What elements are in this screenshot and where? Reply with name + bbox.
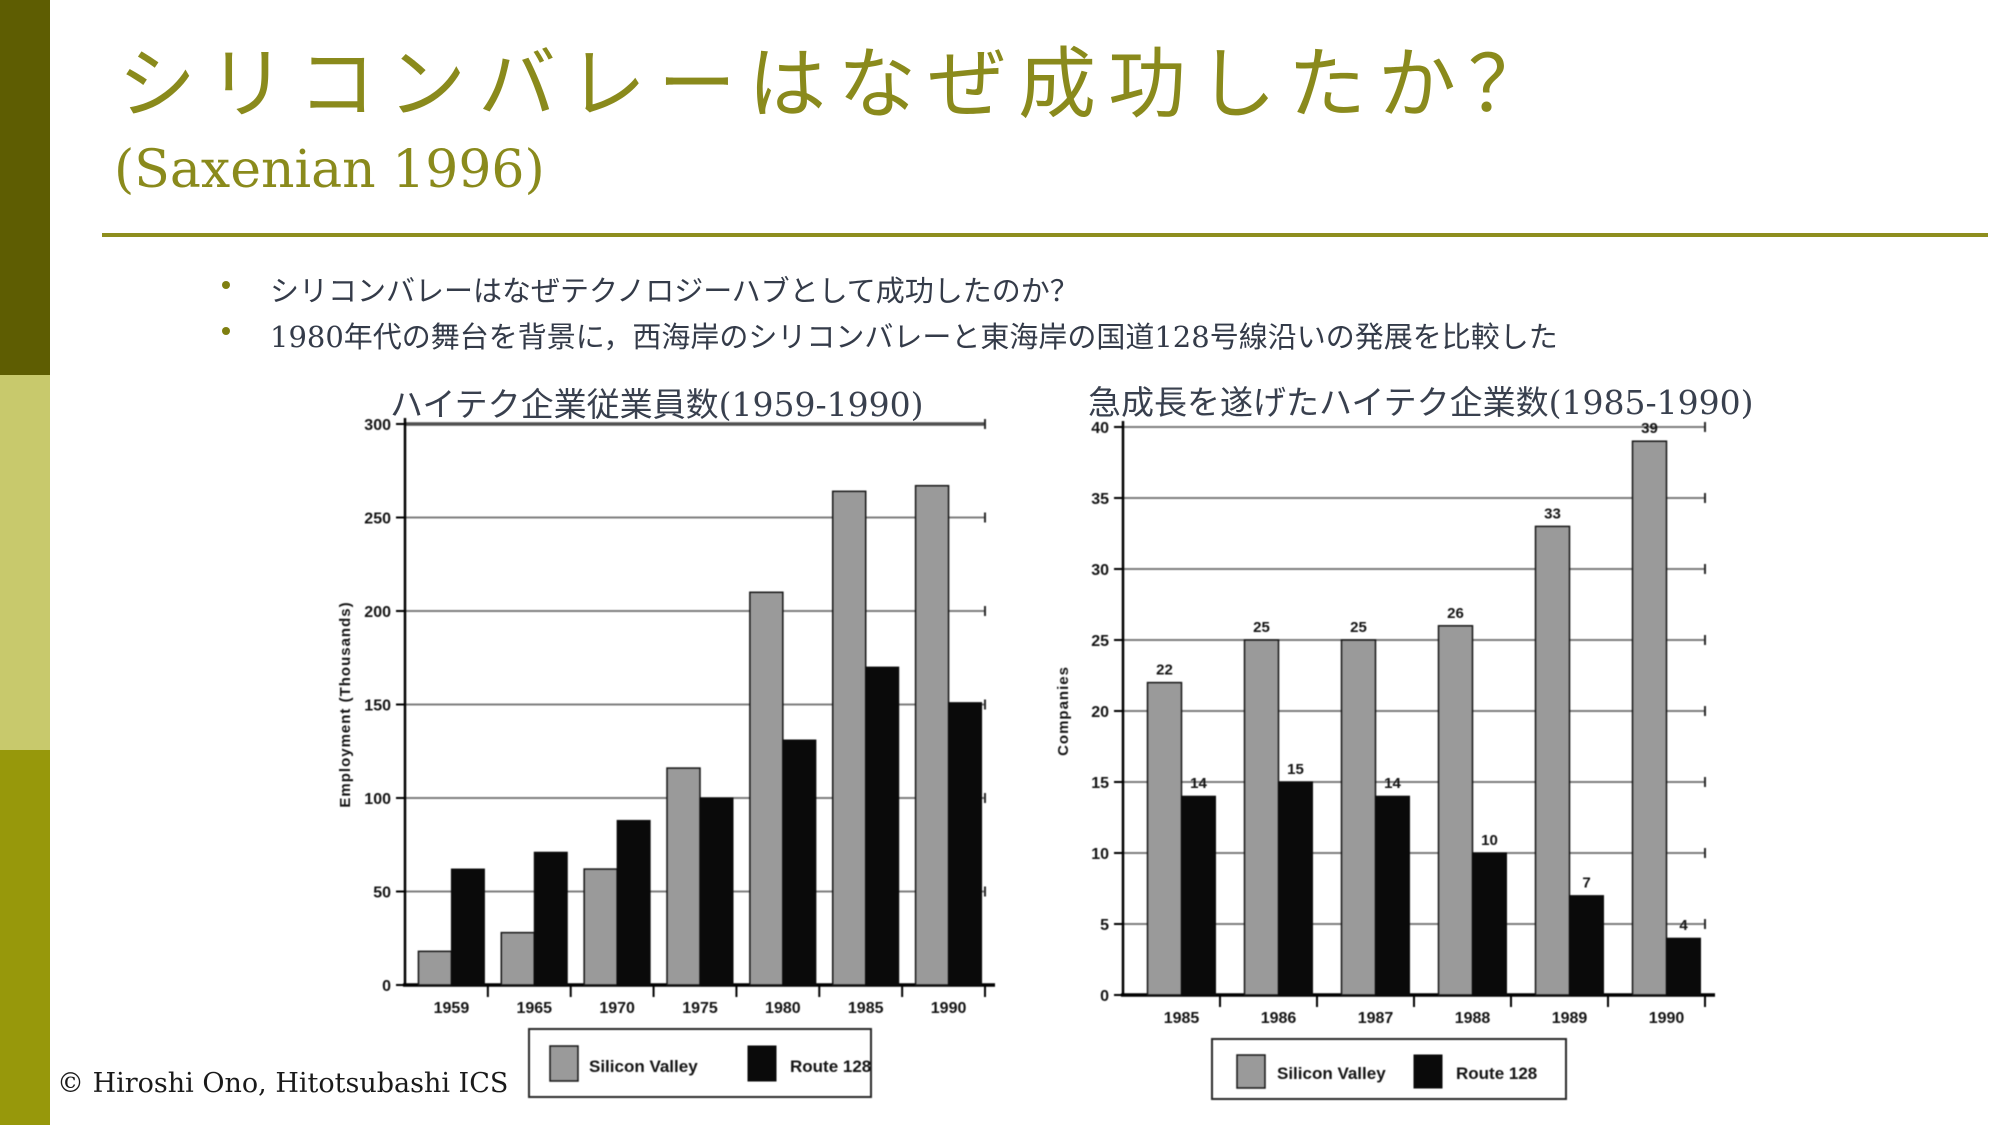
silicon-valley-bar — [831, 490, 867, 986]
route-128-bar — [450, 868, 485, 986]
employment-bar-chart: 0 50 100 150 200 250 300 1959 1965 1970 1975 1980 19… — [337, 417, 995, 1098]
x-tick-label: 1985 — [848, 1000, 884, 1017]
y-tick-label: 200 — [364, 604, 391, 621]
silicon-valley-bar — [914, 484, 950, 986]
silicon-valley-bar — [1437, 625, 1474, 996]
sidebar-decoration — [0, 0, 50, 1125]
x-tick-label: 1989 — [1552, 1010, 1588, 1027]
y-axis-title: Companies — [1055, 666, 1072, 756]
silicon-valley-bar — [583, 868, 618, 986]
sidebar-band-dark — [0, 0, 50, 375]
silicon-valley-bar — [749, 591, 784, 986]
x-tick-label: 1990 — [1649, 1010, 1685, 1027]
x-tick-label: 1980 — [765, 1000, 801, 1017]
bar-value-label: 33 — [1544, 505, 1561, 522]
silicon-valley-bar — [1631, 440, 1668, 996]
employment-chart-title: ハイテク企業従業員数(1959-1990) — [390, 385, 924, 424]
legend-label-silicon-valley: Silicon Valley — [1277, 1064, 1386, 1083]
silicon-valley-bar — [1243, 639, 1280, 996]
route-128-bar — [533, 851, 568, 986]
title-divider — [102, 233, 1988, 237]
route-128-bar — [1569, 895, 1604, 996]
x-tick-label: 1987 — [1358, 1010, 1394, 1027]
bullet-item: シリコンバレーはなぜテクノロジーハブとして成功したのか？ — [222, 268, 1079, 310]
bar-value-label: 22 — [1156, 662, 1173, 679]
y-tick-label: 5 — [1100, 917, 1109, 934]
route-128-bar — [865, 666, 900, 986]
legend-box — [528, 1028, 872, 1098]
legend-swatch-route-128 — [1413, 1054, 1443, 1089]
route-128-bar — [1472, 852, 1507, 996]
silicon-valley-bar — [1146, 681, 1183, 996]
bar-value-label: 15 — [1287, 761, 1304, 778]
y-tick-label: 30 — [1091, 562, 1109, 579]
route-128-bar — [1666, 937, 1701, 996]
x-tick-label: 1988 — [1455, 1010, 1491, 1027]
silicon-valley-bar — [417, 950, 453, 986]
bar-value-label: 7 — [1582, 875, 1590, 892]
bullet-text: シリコンバレーはなぜテクノロジーハブとして成功したのか？ — [270, 274, 1079, 308]
bullet-icon — [222, 281, 230, 289]
route-128-bar — [1278, 781, 1313, 996]
y-tick-label: 300 — [364, 417, 391, 434]
y-tick-label: 25 — [1091, 633, 1109, 650]
x-tick-label: 1985 — [1164, 1010, 1200, 1027]
copyright-footer: © Hiroshi Ono, Hitotsubashi ICS — [57, 1068, 509, 1099]
legend-label-route-128: Route 128 — [790, 1057, 871, 1076]
route-128-bar — [782, 739, 817, 986]
legend-swatch-silicon-valley — [549, 1045, 579, 1082]
bar-value-label: 14 — [1190, 775, 1207, 792]
route-128-bar — [699, 797, 734, 986]
bullet-text: 1980年代の舞台を背景に，西海岸のシリコンバレーと東海岸の国道128号線沿いの… — [270, 320, 1558, 354]
bar-value-label: 10 — [1481, 832, 1498, 849]
x-tick-label: 1975 — [682, 1000, 718, 1017]
x-tick-label: 1986 — [1261, 1010, 1297, 1027]
route-128-bar — [616, 819, 651, 986]
y-tick-label: 250 — [364, 511, 391, 528]
y-axis-title: Employment (Thousands) — [337, 601, 354, 807]
legend-label-silicon-valley: Silicon Valley — [589, 1057, 698, 1076]
route-128-bar — [1181, 795, 1216, 996]
x-tick-label: 1965 — [516, 1000, 552, 1017]
silicon-valley-bar — [1340, 639, 1377, 996]
bar-value-label: 14 — [1384, 775, 1401, 792]
bar-value-label: 25 — [1350, 619, 1367, 636]
bar-value-label: 25 — [1253, 619, 1270, 636]
y-tick-label: 100 — [364, 791, 391, 808]
companies-chart-title: 急成長を遂げたハイテク企業数(1985-1990) — [1088, 383, 1754, 422]
bullet-item: 1980年代の舞台を背景に，西海岸のシリコンバレーと東海岸の国道128号線沿いの… — [222, 314, 1558, 356]
legend-label-route-128: Route 128 — [1456, 1064, 1537, 1083]
companies-bar-chart: 0 5 10 15 20 25 30 35 40 22 14 1985 25 15 1986 25 14 1987… — [1055, 420, 1715, 1100]
bar-value-label: 26 — [1447, 605, 1464, 622]
bullet-icon — [222, 327, 230, 335]
page-title: シリコンバレーはなぜ成功したか？ — [118, 40, 1559, 130]
silicon-valley-bar — [1534, 525, 1571, 996]
route-128-bar — [1375, 795, 1410, 996]
silicon-valley-bar — [500, 931, 536, 986]
page-subtitle: (Saxenian 1996) — [114, 140, 545, 200]
silicon-valley-bar — [666, 767, 701, 986]
bar-value-label: 39 — [1641, 420, 1658, 437]
legend-box — [1211, 1038, 1567, 1100]
y-tick-label: 0 — [1100, 988, 1109, 1005]
y-tick-label: 150 — [364, 698, 391, 715]
x-tick-label: 1990 — [931, 1000, 967, 1017]
x-tick-label: 1959 — [434, 1000, 470, 1017]
y-tick-label: 40 — [1091, 420, 1109, 437]
y-tick-label: 0 — [382, 978, 391, 995]
sidebar-band-medium — [0, 750, 50, 1125]
legend-swatch-silicon-valley — [1236, 1054, 1266, 1089]
y-tick-label: 35 — [1091, 491, 1109, 508]
legend-swatch-route-128 — [747, 1045, 777, 1082]
y-tick-label: 15 — [1091, 775, 1109, 792]
y-tick-label: 50 — [373, 885, 391, 902]
y-tick-label: 20 — [1091, 704, 1109, 721]
sidebar-band-light — [0, 375, 50, 750]
route-128-bar — [948, 702, 983, 986]
bar-value-label: 4 — [1679, 917, 1688, 934]
y-tick-label: 10 — [1091, 846, 1109, 863]
x-tick-label: 1970 — [599, 1000, 635, 1017]
